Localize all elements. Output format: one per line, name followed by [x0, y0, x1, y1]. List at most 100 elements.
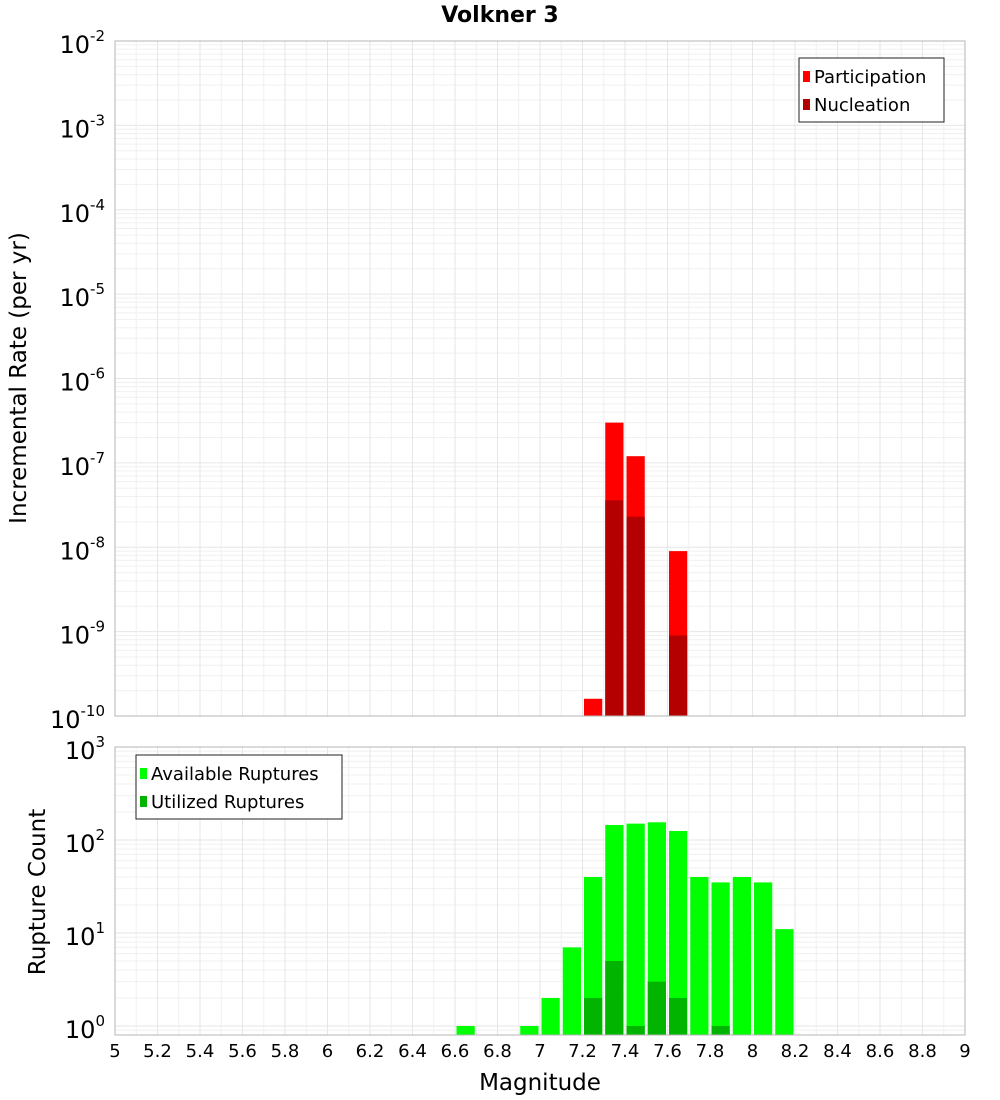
y-tick-label: 10-5	[59, 280, 105, 312]
plot-frame	[114, 40, 966, 717]
x-tick-label: 7.4	[611, 1041, 640, 1062]
legend-box	[798, 57, 945, 123]
legend: Participation Nucleation	[798, 57, 945, 123]
y-tick-label: 10-2	[59, 27, 105, 59]
y-tick-base: 10	[59, 622, 90, 650]
y-tick-exponent: -7	[90, 449, 105, 467]
x-tick-label: 6.6	[441, 1041, 470, 1062]
y-tick-base: 10	[65, 830, 96, 858]
plot-frame	[114, 746, 966, 1036]
x-tick-label: 8	[747, 1041, 758, 1062]
bar-available-ruptures	[456, 1025, 475, 1035]
y-tick-exponent: -6	[90, 365, 105, 383]
x-tick-label: 6.4	[398, 1041, 427, 1062]
bar-available-ruptures	[562, 947, 581, 1035]
y-tick-label: 101	[65, 919, 105, 951]
bar-utilized-ruptures	[669, 997, 688, 1035]
bar-available-ruptures	[754, 882, 773, 1035]
top-panel-incremental-rate: 10-1010-910-810-710-610-510-410-310-2Par…	[50, 27, 966, 734]
bar-utilized-ruptures	[626, 1025, 645, 1035]
bar-nucleation	[669, 635, 688, 716]
y-tick-label: 10-6	[59, 365, 105, 397]
y-tick-exponent: -3	[90, 111, 105, 129]
y-tick-label: 10-9	[59, 618, 105, 650]
y-tick-base: 10	[65, 737, 96, 765]
bar-available-ruptures	[775, 929, 794, 1035]
bottom-y-axis-label: Rupture Count	[25, 809, 51, 975]
y-tick-exponent: -10	[81, 702, 106, 720]
y-tick-base: 10	[65, 1016, 96, 1044]
x-tick-label: 5.2	[143, 1041, 172, 1062]
x-tick-labels: 5 5.2 5.4 5.6 5.8 6 6.2 6.4 6.6 6.8 7 7.2 7.4 7.6 7.8 8…	[109, 1041, 970, 1062]
y-tick-label: 10-7	[59, 449, 105, 481]
x-tick-label: 5	[109, 1041, 120, 1062]
bar-available-ruptures	[520, 1025, 539, 1035]
legend-label-nucleation: Nucleation	[814, 95, 910, 116]
legend-label-utilized-ruptures: Utilized Ruptures	[151, 792, 304, 813]
bar-nucleation	[626, 516, 645, 716]
x-tick-label: 6.2	[356, 1041, 385, 1062]
y-tick-base: 10	[59, 537, 90, 565]
y-tick-label: 103	[65, 733, 105, 765]
x-tick-label: 6.8	[483, 1041, 512, 1062]
legend-swatch-available-ruptures	[140, 768, 147, 779]
x-tick-label: 5.8	[271, 1041, 300, 1062]
x-tick-label: 7	[534, 1041, 545, 1062]
x-tick-label: 8.2	[781, 1041, 810, 1062]
x-tick-label: 5.4	[186, 1041, 215, 1062]
x-tick-label: 8.8	[908, 1041, 937, 1062]
legend-label-participation: Participation	[814, 67, 926, 88]
y-tick-exponent: 2	[95, 826, 105, 844]
y-tick-label: 10-8	[59, 533, 105, 565]
legend-swatch-utilized-ruptures	[140, 796, 147, 807]
y-tick-label: 10-10	[50, 702, 105, 734]
top-y-axis-label: Incremental Rate (per yr)	[6, 232, 32, 524]
legend-swatch-participation	[803, 71, 810, 82]
y-tick-exponent: -8	[90, 533, 105, 551]
bar-series-group	[456, 822, 794, 1035]
y-tick-label: 100	[65, 1012, 105, 1044]
bar-available-ruptures	[711, 882, 730, 1035]
y-tick-label: 102	[65, 826, 105, 858]
chart-title: Volkner 3	[441, 3, 559, 28]
bar-available-ruptures	[584, 877, 603, 1035]
bar-available-ruptures	[626, 823, 645, 1035]
y-tick-base: 10	[59, 284, 90, 312]
y-tick-exponent: 1	[95, 919, 105, 937]
legend-box	[135, 754, 343, 820]
x-tick-label: 6	[322, 1041, 333, 1062]
y-tick-exponent: -9	[90, 618, 105, 636]
y-tick-exponent: -5	[90, 280, 105, 298]
y-tick-exponent: -2	[90, 27, 105, 45]
x-tick-label: 8.4	[823, 1041, 852, 1062]
y-tick-label: 10-3	[59, 111, 105, 143]
legend: Available Ruptures Utilized Ruptures	[135, 754, 343, 820]
y-tick-base: 10	[50, 706, 81, 734]
bar-nucleation	[605, 500, 624, 716]
bar-available-ruptures	[669, 830, 688, 1035]
y-tick-base: 10	[59, 453, 90, 481]
y-tick-label: 10-4	[59, 196, 105, 228]
bar-utilized-ruptures	[605, 960, 624, 1035]
x-tick-label: 5.6	[228, 1041, 257, 1062]
bar-available-ruptures	[732, 877, 751, 1035]
grid-lines	[114, 746, 966, 1035]
legend-swatch-nucleation	[803, 99, 810, 110]
bar-available-ruptures	[541, 997, 560, 1035]
bar-participation	[584, 698, 603, 716]
y-tick-base: 10	[59, 369, 90, 397]
y-tick-exponent: 0	[95, 1012, 105, 1030]
y-tick-exponent: 3	[95, 733, 105, 751]
x-tick-label: 7.8	[696, 1041, 725, 1062]
grid-lines	[114, 40, 966, 717]
bar-utilized-ruptures	[584, 997, 603, 1035]
x-axis-label: Magnitude	[479, 1070, 601, 1096]
x-tick-label: 7.2	[568, 1041, 597, 1062]
x-tick-label: 8.6	[866, 1041, 895, 1062]
bar-utilized-ruptures	[711, 1025, 730, 1035]
